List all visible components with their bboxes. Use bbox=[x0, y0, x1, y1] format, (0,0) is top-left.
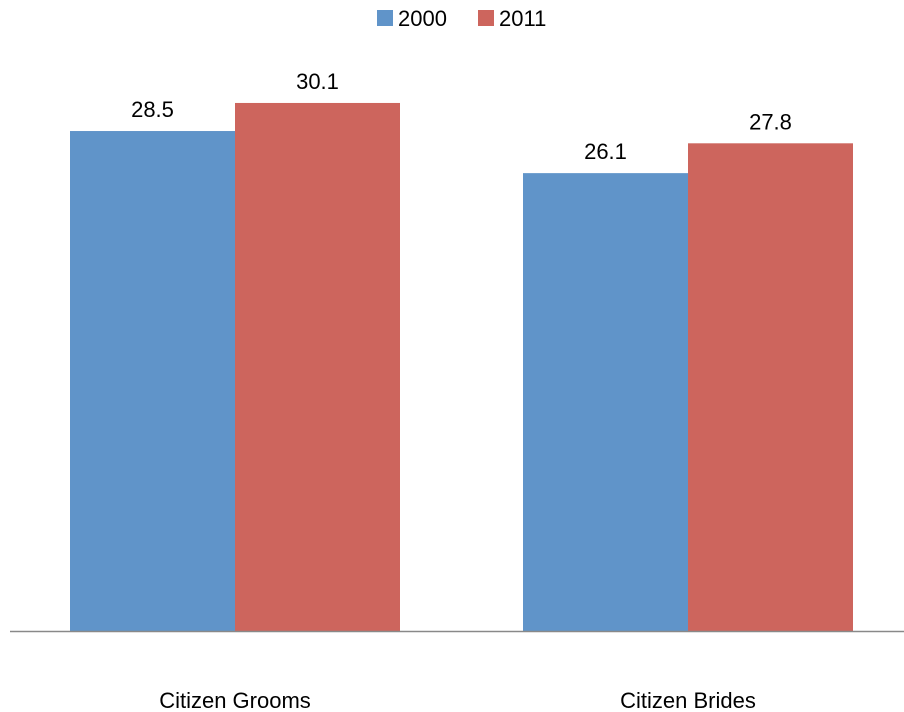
bar-2011-1 bbox=[688, 143, 853, 631]
bar-2011-0 bbox=[235, 102, 400, 631]
category-label: Citizen Brides bbox=[620, 688, 756, 712]
bar-2000-1 bbox=[523, 173, 688, 632]
legend-swatch-icon bbox=[377, 10, 393, 26]
data-label: 27.8 bbox=[749, 109, 792, 134]
category-label: Citizen Grooms bbox=[159, 688, 311, 712]
legend-label: 2000 bbox=[398, 6, 447, 31]
legend-item: 2000 bbox=[377, 6, 447, 31]
data-label: 30.1 bbox=[296, 69, 339, 94]
bar-2000-0 bbox=[70, 131, 235, 631]
legend-label: 2011 bbox=[499, 6, 546, 31]
bars bbox=[70, 102, 853, 632]
data-label: 28.5 bbox=[131, 97, 174, 122]
legend-item: 2011 bbox=[478, 6, 546, 31]
data-label: 26.1 bbox=[584, 139, 627, 164]
legend-swatch-icon bbox=[478, 10, 494, 26]
legend: 2000 2011 bbox=[377, 6, 546, 31]
data-labels: 28.5 26.1 30.1 27.8 bbox=[131, 69, 792, 164]
category-labels: Citizen Grooms Citizen Brides bbox=[159, 688, 756, 712]
